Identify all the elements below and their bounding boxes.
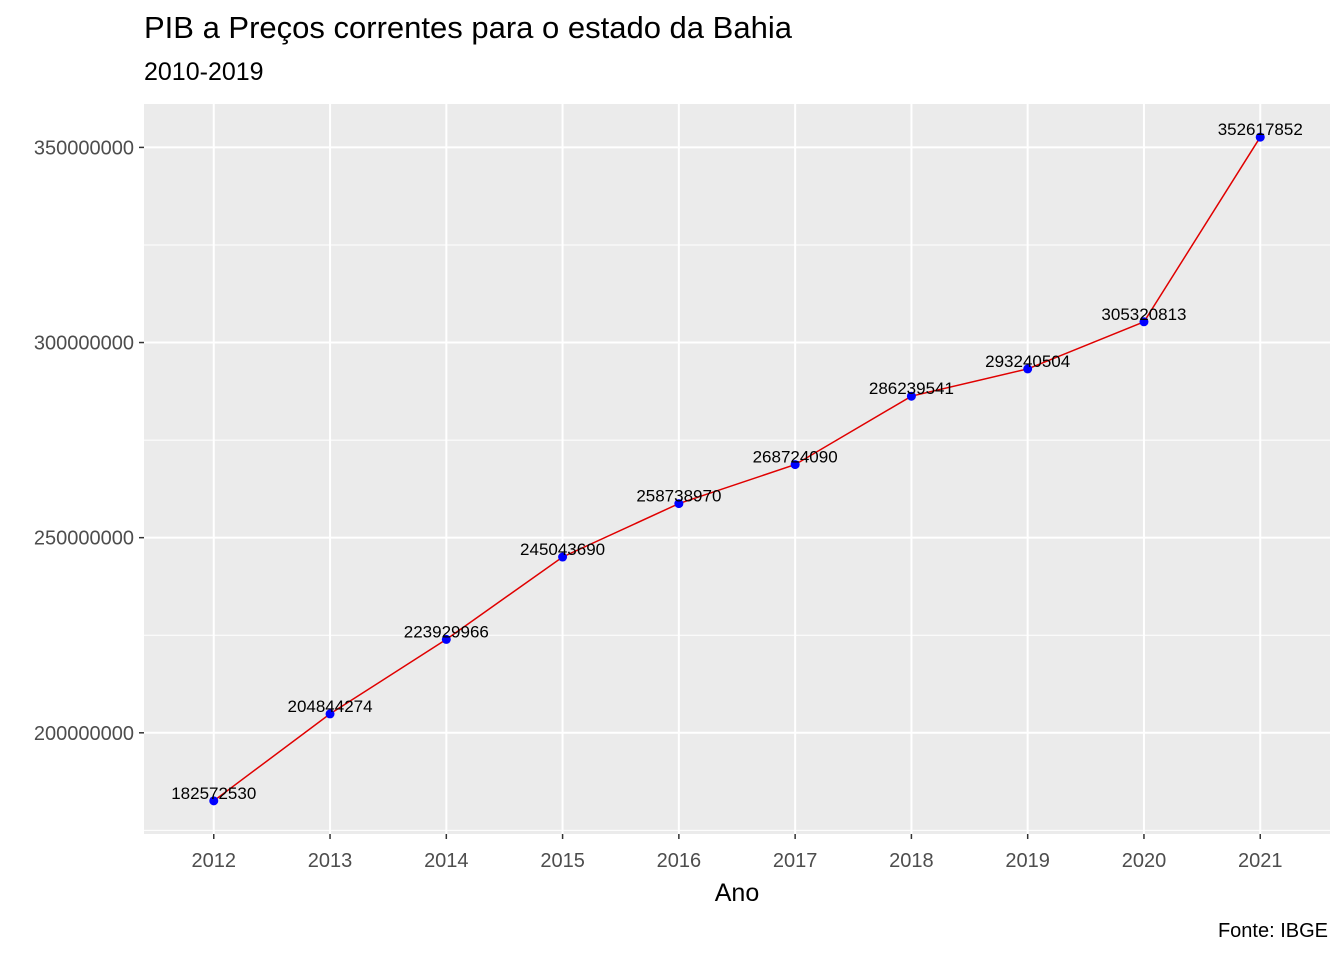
x-tick-label: 2021 xyxy=(1238,850,1283,872)
data-label: 204844274 xyxy=(287,697,372,716)
x-axis-title: Ano xyxy=(715,879,759,907)
data-point xyxy=(790,460,800,470)
data-label: 286239541 xyxy=(869,379,954,398)
data-label: 182572530 xyxy=(171,784,256,803)
x-tick-label: 2012 xyxy=(192,850,237,872)
plot-panel xyxy=(144,104,1330,834)
data-point xyxy=(1023,364,1033,374)
data-point xyxy=(1139,317,1149,327)
y-tick-label: 200000000 xyxy=(34,723,134,745)
data-label: 352617852 xyxy=(1218,120,1303,139)
data-point xyxy=(906,391,916,401)
x-tick-label: 2016 xyxy=(657,850,702,872)
data-point xyxy=(441,634,451,644)
x-tick-label: 2015 xyxy=(540,850,585,872)
y-tick-label: 350000000 xyxy=(34,137,134,159)
chart-subtitle: 2010-2019 xyxy=(144,58,264,86)
y-axis: 200000000 250000000 300000000 350000000 xyxy=(34,137,144,745)
x-tick-label: 2019 xyxy=(1005,850,1050,872)
data-point xyxy=(674,499,684,509)
data-point xyxy=(558,552,568,562)
data-point xyxy=(1255,132,1265,142)
y-tick-label: 300000000 xyxy=(34,333,134,355)
data-label: 223929966 xyxy=(404,622,489,641)
chart-caption: Fonte: IBGE xyxy=(1217,920,1328,942)
y-tick-label: 250000000 xyxy=(34,528,134,550)
data-label: 305320813 xyxy=(1101,305,1186,324)
data-label: 245043690 xyxy=(520,540,605,559)
data-label: 258738970 xyxy=(636,487,721,506)
x-tick-label: 2017 xyxy=(773,850,818,872)
series-line xyxy=(213,136,1261,802)
x-tick-label: 2018 xyxy=(889,850,934,872)
data-point xyxy=(209,796,219,806)
x-tick-label: 2014 xyxy=(424,850,469,872)
data-label: 268724090 xyxy=(753,448,838,467)
chart-title: PIB a Preços correntes para o estado da … xyxy=(144,10,792,45)
data-labels: 182572530 204844274 223929966 245043690 2587… xyxy=(171,120,1303,803)
data-points xyxy=(209,132,1265,806)
data-label: 293240504 xyxy=(985,352,1070,371)
x-tick-label: 2020 xyxy=(1122,850,1167,872)
series-polyline xyxy=(213,136,1261,802)
data-point xyxy=(325,709,335,719)
x-tick-label: 2013 xyxy=(308,850,353,872)
x-axis: 2012 2013 2014 2015 2016 2017 2018 2019 2020 2021 xyxy=(192,834,1283,872)
minor-gridlines xyxy=(144,244,1330,831)
